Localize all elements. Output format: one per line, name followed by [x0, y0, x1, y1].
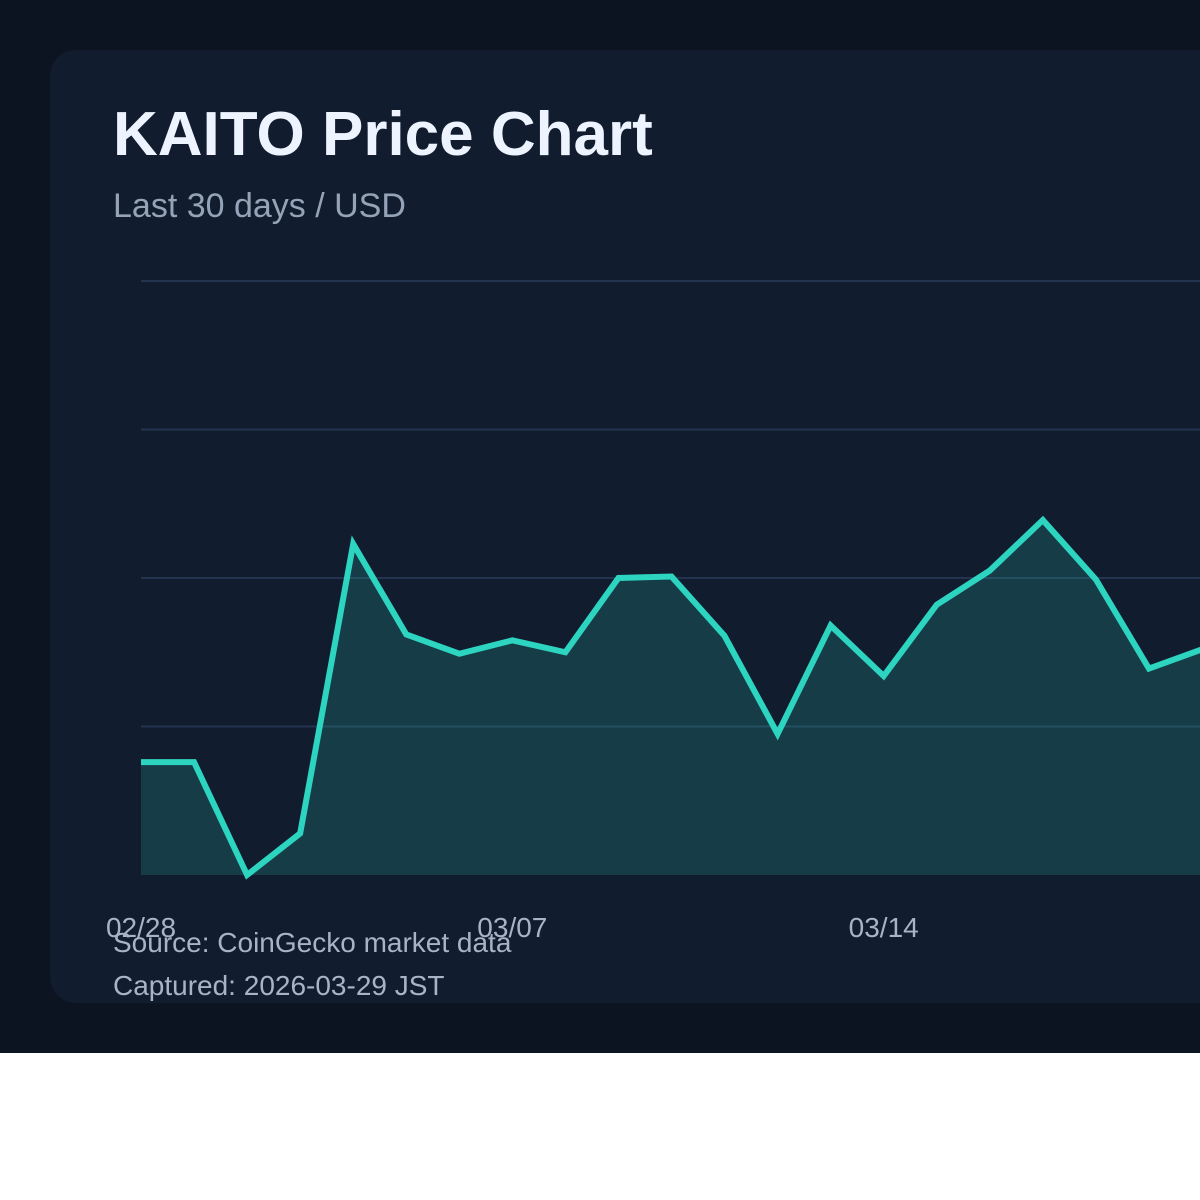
- chart-subtitle: Last 30 days / USD: [113, 187, 406, 225]
- x-tick-label: 03/07: [477, 912, 547, 943]
- x-tick-label: 02/28: [106, 912, 176, 943]
- chart-title: KAITO Price Chart: [113, 100, 653, 169]
- source-note: Source: CoinGecko market data: [113, 927, 512, 958]
- x-tick-label: 03/14: [849, 912, 919, 943]
- card: [50, 50, 1200, 1003]
- captured-note: Captured: 2026-03-29 JST: [113, 970, 445, 1001]
- price-line: [141, 515, 1200, 880]
